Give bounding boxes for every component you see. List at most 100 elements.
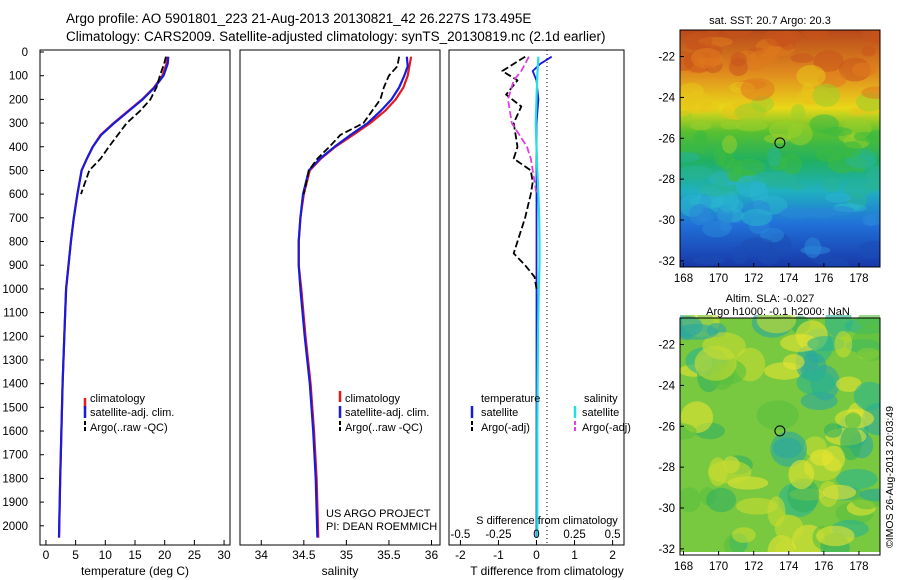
x-tick-label: 1 xyxy=(571,548,578,562)
y-tick-label: 100 xyxy=(9,71,28,83)
x-tick-label: 35.5 xyxy=(377,548,401,562)
temperature-legend: climatology satellite-adj. clim. Argo(..… xyxy=(83,393,174,434)
sst-texture-blob xyxy=(800,246,831,255)
series-line-satellite-adj-clim- xyxy=(57,56,170,538)
x2-tick-label: 0.25 xyxy=(563,529,585,541)
sla-texture-blob xyxy=(732,527,756,543)
sla-texture-blob xyxy=(708,457,728,487)
sst-texture-blob xyxy=(791,104,806,120)
sst-texture-blob xyxy=(852,62,877,77)
sla-texture-blob xyxy=(834,331,853,358)
header-line2: Climatology: CARS2009. Satellite-adjuste… xyxy=(66,29,606,44)
y-tick-label: 1100 xyxy=(3,308,28,320)
header-line1: Argo profile: AO 5901801_223 21-Aug-2013… xyxy=(66,11,531,26)
series-line-salinity-satellite xyxy=(534,56,541,538)
sla-texture-blob xyxy=(822,484,857,500)
x-tick-label: -2 xyxy=(455,548,466,562)
sla-texture-blob xyxy=(680,423,697,440)
sst-texture-blob xyxy=(764,30,794,47)
map-x-tick-label: 176 xyxy=(814,561,833,573)
sst-texture-blob xyxy=(823,177,841,193)
y-tick-label: 1300 xyxy=(2,355,28,367)
sst-texture-blob xyxy=(680,165,714,181)
series-line-argo-raw-qc- xyxy=(80,56,167,195)
sla-texture-blob xyxy=(780,334,820,352)
sst-texture-blob xyxy=(779,206,814,219)
salinity-legend: climatology satellite-adj. clim. Argo(..… xyxy=(338,391,429,434)
sla-texture-blob xyxy=(845,412,862,429)
sla-texture-blob xyxy=(770,431,807,467)
sst-texture-blob xyxy=(693,256,725,265)
x-tick-label: 36 xyxy=(425,548,439,562)
sst-texture-blob xyxy=(728,57,749,77)
sla-texture-blob xyxy=(816,525,855,547)
map-y-tick-label: -32 xyxy=(658,544,675,556)
sst-texture-blob xyxy=(680,152,701,163)
sst-texture-blob xyxy=(720,121,741,130)
sst-texture-blob xyxy=(732,158,766,176)
map-y-tick-label: -32 xyxy=(658,256,675,268)
sst-texture-blob xyxy=(813,50,844,73)
map-x-tick-label: 168 xyxy=(674,273,693,285)
y-tick-label: 800 xyxy=(9,237,28,249)
sst-texture-blob xyxy=(680,50,695,71)
sst-texture-blob xyxy=(680,143,699,152)
sst-texture-blob xyxy=(722,30,752,37)
sla-map-subtitle: Argo h1000: -0.1 h2000: NaN xyxy=(706,306,850,318)
salinity-ticks: 34 34.5 35 35.5 36 xyxy=(255,540,439,562)
sst-texture-blob xyxy=(711,169,731,185)
legend-label-t-argo: Argo(-adj) xyxy=(481,422,530,434)
difference-lines xyxy=(501,55,553,538)
sst-texture-blob xyxy=(689,204,711,226)
x-tick-label: 2 xyxy=(609,548,616,562)
y-tick-label: 600 xyxy=(9,189,28,201)
x2-tick-label: -0.25 xyxy=(485,529,511,541)
map-x-tick-label: 168 xyxy=(674,561,693,573)
legend-label-climatology: climatology xyxy=(90,393,146,405)
legend-label-satellite: satellite-adj. clim. xyxy=(345,407,429,419)
map-y-tick-label: -24 xyxy=(658,380,675,392)
sla-texture-blob xyxy=(680,487,701,513)
sst-texture-blob xyxy=(753,172,776,183)
sst-texture xyxy=(680,30,880,267)
sla-texture-blob xyxy=(800,391,838,411)
salinity-difference-ticks: -0.5 -0.25 0 0.25 0.5 xyxy=(450,529,620,541)
map-x-tick-label: 170 xyxy=(709,561,728,573)
y-tick-label: 1600 xyxy=(2,426,28,438)
t-difference-xlabel: T difference from climatology xyxy=(470,564,624,578)
x-tick-label: 10 xyxy=(99,548,113,562)
map-y-tick-label: -28 xyxy=(658,462,675,474)
map-y-tick-label: -22 xyxy=(658,340,675,352)
sst-texture-blob xyxy=(767,147,782,167)
y-tick-label: 1900 xyxy=(2,497,28,509)
map-y-tick-label: -28 xyxy=(658,174,675,186)
sst-texture-blob xyxy=(722,135,738,154)
sla-map-box xyxy=(679,317,881,556)
depth-ticks: 0 100 200 300 400 500 600 700 800 900 1000 1100 1200… xyxy=(2,47,44,533)
sla-map-panel: Altim. SLA: -0.027 Argo h1000: -0.1 h200… xyxy=(658,293,881,573)
map-y-tick-label: -26 xyxy=(658,421,675,433)
series-line-argo-raw-qc- xyxy=(302,56,400,195)
pi-label: PI: DEAN ROEMMICH xyxy=(326,521,437,533)
sst-texture-blob xyxy=(862,30,880,43)
series-line-temperature-satellite xyxy=(531,55,553,538)
sst-texture-blob xyxy=(809,114,839,134)
series-line-temperature-argo(-adj) xyxy=(501,55,538,290)
sst-texture-blob xyxy=(840,141,863,159)
sst-texture-blob xyxy=(796,65,826,87)
x-tick-label: -1 xyxy=(493,548,504,562)
map-y-tick-label: -30 xyxy=(658,215,675,227)
y-tick-label: 1500 xyxy=(2,402,28,414)
difference-legend: temperature salinity satellite Argo(-adj… xyxy=(470,393,631,434)
sla-texture-blob xyxy=(853,381,880,411)
x-tick-label: 34.5 xyxy=(292,548,316,562)
legend-title-temperature: temperature xyxy=(481,393,540,405)
x-tick-label: 15 xyxy=(128,548,142,562)
y-tick-label: 300 xyxy=(9,118,28,130)
salinity-panel: 34 34.5 35 35.5 36 salinity climatology sate… xyxy=(239,49,441,578)
sst-texture-blob xyxy=(812,83,840,108)
sla-texture-blob xyxy=(852,325,880,361)
difference-ticks: -2 -1 0 1 2 xyxy=(455,540,616,562)
sst-texture-blob xyxy=(693,130,708,145)
sla-map-ticks: 168 170 172 174 176 178 -22 -24 -26 -28 -30 -32 xyxy=(658,340,868,573)
